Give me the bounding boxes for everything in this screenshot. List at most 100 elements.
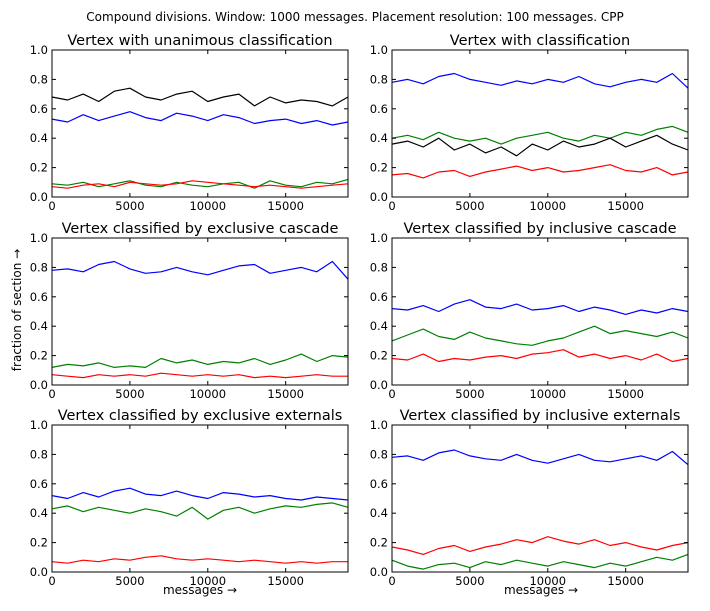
panel-4: Vertex classified by inclusive cascade 0.…	[370, 221, 689, 401]
y-tick-label: 0.4	[370, 319, 388, 333]
figure-ylabel: fraction of section →	[10, 249, 24, 371]
y-tick-label: 0.0	[370, 565, 388, 579]
y-tick-label: 0.8	[30, 72, 48, 86]
y-tick-label: 0.2	[30, 349, 48, 363]
x-tick-label: 15000	[267, 199, 304, 213]
y-tick-label: 0.6	[370, 102, 388, 116]
plot-frame	[391, 424, 689, 573]
panel-title: Vertex classified by inclusive externals	[400, 408, 681, 424]
x-tick-label: 5000	[455, 199, 484, 213]
x-tick-label: 15000	[267, 387, 304, 401]
x-tick-label: 10000	[189, 387, 226, 401]
y-tick-label: 0.8	[30, 447, 48, 461]
series-line-black	[391, 134, 689, 157]
y-tick-label: 0.8	[30, 260, 48, 274]
panel-title: Vertex classified by inclusive cascade	[403, 221, 676, 237]
series-line-red	[51, 555, 348, 564]
plot-frame	[51, 49, 349, 198]
y-tick-label: 0.0	[370, 190, 388, 204]
series-line-blue	[391, 299, 689, 315]
y-tick-label: 1.0	[30, 418, 48, 432]
panel-title: Vertex with unanimous classification	[67, 33, 332, 49]
x-tick-label: 0	[48, 574, 55, 588]
y-tick-label: 0.2	[370, 536, 388, 550]
panels: Vertex with unanimous classification0.00…	[30, 33, 689, 588]
figure-suptitle: Compound divisions. Window: 1000 message…	[86, 10, 623, 24]
y-tick-label: 0.6	[370, 290, 388, 304]
series-line-black	[51, 87, 349, 107]
y-tick-label: 1.0	[370, 43, 388, 57]
x-tick-label: 5000	[115, 199, 144, 213]
series-line-red	[391, 164, 689, 179]
figure-xlabel-left: messages →	[163, 583, 237, 597]
y-tick-label: 0.4	[30, 319, 48, 333]
series-line-green	[391, 125, 689, 145]
plot-frame	[51, 424, 349, 573]
panel-title: Vertex with classification	[450, 33, 630, 49]
x-tick-label: 0	[388, 387, 395, 401]
series-line-red	[391, 349, 689, 363]
y-tick-label: 0.2	[370, 349, 388, 363]
x-tick-label: 15000	[607, 387, 644, 401]
y-tick-label: 0.0	[30, 190, 48, 204]
y-tick-label: 0.6	[370, 477, 388, 491]
panel-title: Vertex classified by exclusive externals	[58, 408, 343, 424]
series-line-blue	[391, 449, 689, 466]
x-tick-label: 10000	[529, 387, 566, 401]
y-tick-label: 0.2	[30, 161, 48, 175]
panel-title: Vertex classified by exclusive cascade	[62, 221, 339, 237]
x-tick-label: 15000	[267, 574, 304, 588]
y-tick-label: 1.0	[30, 231, 48, 245]
series-line-blue	[391, 72, 689, 89]
series-line-green	[51, 502, 349, 520]
plot-frame	[391, 237, 689, 386]
x-tick-label: 5000	[115, 387, 144, 401]
series-line-blue	[51, 260, 349, 280]
y-tick-label: 0.6	[30, 477, 48, 491]
y-tick-label: 0.6	[30, 102, 48, 116]
x-tick-label: 0	[388, 574, 395, 588]
series-line-blue	[51, 487, 349, 501]
plot-frame	[391, 49, 689, 198]
series-line-blue	[51, 111, 349, 126]
y-tick-label: 0.4	[370, 131, 388, 145]
y-tick-label: 0.4	[370, 506, 388, 520]
series-line-green	[391, 325, 689, 346]
series-line-red	[391, 536, 689, 556]
x-tick-label: 0	[48, 199, 55, 213]
x-tick-label: 10000	[189, 199, 226, 213]
x-tick-label: 5000	[115, 574, 144, 588]
x-tick-label: 5000	[455, 574, 484, 588]
panel-5: Vertex classified by exclusive externals…	[30, 408, 349, 588]
panel-1: Vertex with unanimous classification0.00…	[30, 33, 349, 213]
y-tick-label: 0.6	[30, 290, 48, 304]
y-tick-label: 0.2	[30, 536, 48, 550]
panel-6: Vertex classified by inclusive externals…	[370, 408, 689, 588]
y-tick-label: 1.0	[30, 43, 48, 57]
x-tick-label: 10000	[189, 574, 226, 588]
x-tick-label: 0	[388, 199, 395, 213]
figure-xlabel-right: messages →	[504, 583, 578, 597]
y-tick-label: 0.0	[30, 565, 48, 579]
y-tick-label: 1.0	[370, 231, 388, 245]
series-line-green	[391, 553, 689, 570]
y-tick-label: 0.4	[30, 131, 48, 145]
x-tick-label: 10000	[529, 574, 566, 588]
panel-3: Vertex classified by exclusive cascade 0.…	[30, 221, 349, 401]
series-line-red	[51, 372, 348, 379]
y-tick-label: 0.8	[370, 447, 388, 461]
series-line-red	[51, 180, 349, 189]
plot-frame	[51, 237, 349, 386]
x-tick-label: 5000	[455, 387, 484, 401]
y-tick-label: 1.0	[370, 418, 388, 432]
y-tick-label: 0.8	[370, 260, 388, 274]
y-tick-label: 0.0	[370, 378, 388, 392]
y-tick-label: 0.8	[370, 72, 388, 86]
y-tick-label: 0.0	[30, 378, 48, 392]
series-line-green	[51, 353, 349, 368]
panel-2: Vertex with classification 0.0 0.2 0.4 0.6 0.…	[370, 33, 689, 213]
x-tick-label: 15000	[607, 574, 644, 588]
y-tick-label: 0.4	[30, 506, 48, 520]
y-tick-label: 0.2	[370, 161, 388, 175]
